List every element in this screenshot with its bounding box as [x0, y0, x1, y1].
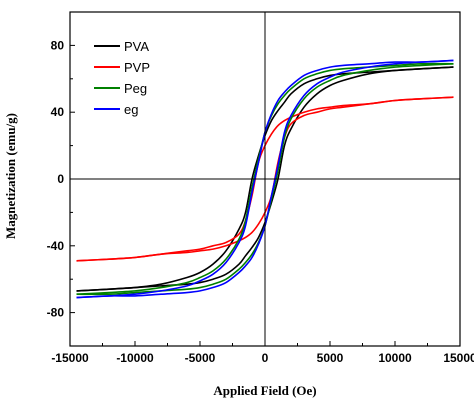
x-tick-label: -15000 [51, 351, 89, 365]
x-tick-label: 5000 [317, 351, 344, 365]
x-tick-label: -5000 [185, 351, 216, 365]
x-axis-title: Applied Field (Oe) [213, 383, 316, 398]
y-tick-label: 80 [51, 38, 65, 52]
y-tick-label: 0 [57, 172, 64, 186]
x-tick-label: 0 [262, 351, 269, 365]
legend-label: PVA [124, 39, 149, 54]
y-axis-title: Magnetization (emu/g) [3, 113, 18, 239]
y-tick-label: -80 [47, 306, 65, 320]
legend-item-peg: Peg [94, 81, 147, 96]
x-tick-label: 15000 [443, 351, 474, 365]
legend-item-eg: eg [94, 102, 138, 117]
legend-item-pvp: PVP [94, 60, 150, 75]
x-tick-label: -10000 [116, 351, 154, 365]
legend-label: Peg [124, 81, 147, 96]
y-tick-label: 40 [51, 105, 65, 119]
legend-label: PVP [124, 60, 150, 75]
legend: PVA PVP Peg eg [94, 39, 150, 117]
y-tick-label: -40 [47, 239, 65, 253]
legend-label: eg [124, 102, 138, 117]
legend-item-pva: PVA [94, 39, 149, 54]
axes-layer: -15000 -10000 -5000 0 5000 10000 15000 -80 -40 0 4… [47, 11, 474, 365]
x-tick-label: 10000 [378, 351, 412, 365]
